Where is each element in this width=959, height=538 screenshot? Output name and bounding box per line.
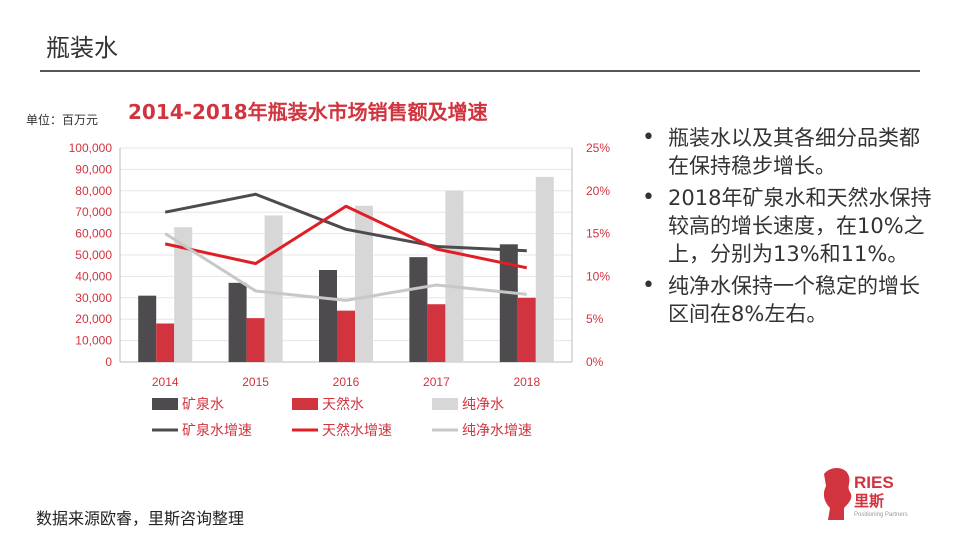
ries-logo-tagline: Positioning Partners xyxy=(854,512,908,518)
bullet-item: 纯净水保持一个稳定的增长区间在8%左右。 xyxy=(638,272,938,328)
bullet-item: 2018年矿泉水和天然水保持较高的增长速度，在10%之上，分别为13%和11%。 xyxy=(638,184,938,268)
ries-logo-name: RIES xyxy=(854,473,894,492)
y-tick-label: 100,000 xyxy=(69,141,113,155)
ries-logo: RIES 里斯 Positioning Partners xyxy=(823,468,908,520)
legend-label: 天然水增速 xyxy=(322,422,392,439)
y-tick-label: 70,000 xyxy=(75,205,112,219)
ries-logo-mark xyxy=(823,468,852,520)
legend-swatch xyxy=(432,398,458,410)
series-line xyxy=(164,232,527,302)
bar xyxy=(156,323,175,362)
bar xyxy=(264,215,283,362)
title-divider xyxy=(40,70,920,72)
legend-label: 天然水 xyxy=(322,396,364,413)
y-tick-label: 0 xyxy=(105,355,112,369)
y-tick-label: 60,000 xyxy=(75,227,112,241)
x-tick-label: 2016 xyxy=(333,375,360,389)
y2-tick-label: 5% xyxy=(586,312,604,326)
y-tick-label: 10,000 xyxy=(75,334,112,348)
bar xyxy=(445,190,464,362)
bullet-list: 瓶装水以及其各细分品类都在保持稳步增长。 2018年矿泉水和天然水保持较高的增长… xyxy=(638,124,938,332)
y2-tick-label: 20% xyxy=(586,184,610,198)
y-tick-label: 40,000 xyxy=(75,269,112,283)
x-tick-label: 2014 xyxy=(152,375,179,389)
legend-swatch xyxy=(292,398,318,410)
series-line xyxy=(164,192,527,253)
y-tick-label: 20,000 xyxy=(75,312,112,326)
bar xyxy=(517,297,536,362)
x-tick-label: 2015 xyxy=(242,375,269,389)
x-tick-label: 2018 xyxy=(513,375,540,389)
data-source: 数据来源欧睿，里斯咨询整理 xyxy=(36,509,245,528)
legend-label: 矿泉水增速 xyxy=(182,422,252,439)
bar xyxy=(246,318,265,362)
bullet-item: 瓶装水以及其各细分品类都在保持稳步增长。 xyxy=(638,124,938,180)
bar xyxy=(228,282,247,362)
y-tick-label: 80,000 xyxy=(75,184,112,198)
bar xyxy=(337,310,355,362)
y2-tick-label: 10% xyxy=(586,269,610,283)
bar xyxy=(427,304,446,362)
bar xyxy=(499,244,518,362)
legend-label: 矿泉水 xyxy=(182,396,224,413)
y-tick-label: 90,000 xyxy=(75,162,112,176)
bar xyxy=(535,176,554,362)
y-tick-label: 30,000 xyxy=(75,291,112,305)
y2-tick-label: 0% xyxy=(586,355,604,369)
bar xyxy=(319,269,337,362)
y-tick-label: 50,000 xyxy=(75,248,112,262)
y2-tick-label: 15% xyxy=(586,227,610,241)
bar xyxy=(174,227,193,362)
page-title: 瓶装水 xyxy=(46,34,118,62)
y2-tick-label: 25% xyxy=(586,141,610,155)
ries-logo-cn: 里斯 xyxy=(854,492,884,510)
bar xyxy=(138,295,157,362)
legend-label: 纯净水增速 xyxy=(462,423,532,439)
x-tick-label: 2017 xyxy=(423,375,450,389)
bar xyxy=(409,257,428,362)
series-line xyxy=(164,204,528,270)
legend-label: 纯净水 xyxy=(462,397,504,413)
chart-title: 2014-2018年瓶装水市场销售额及增速 xyxy=(128,100,488,124)
bar xyxy=(355,205,373,362)
legend-swatch xyxy=(152,398,178,410)
unit-label: 单位：百万元 xyxy=(26,113,99,127)
